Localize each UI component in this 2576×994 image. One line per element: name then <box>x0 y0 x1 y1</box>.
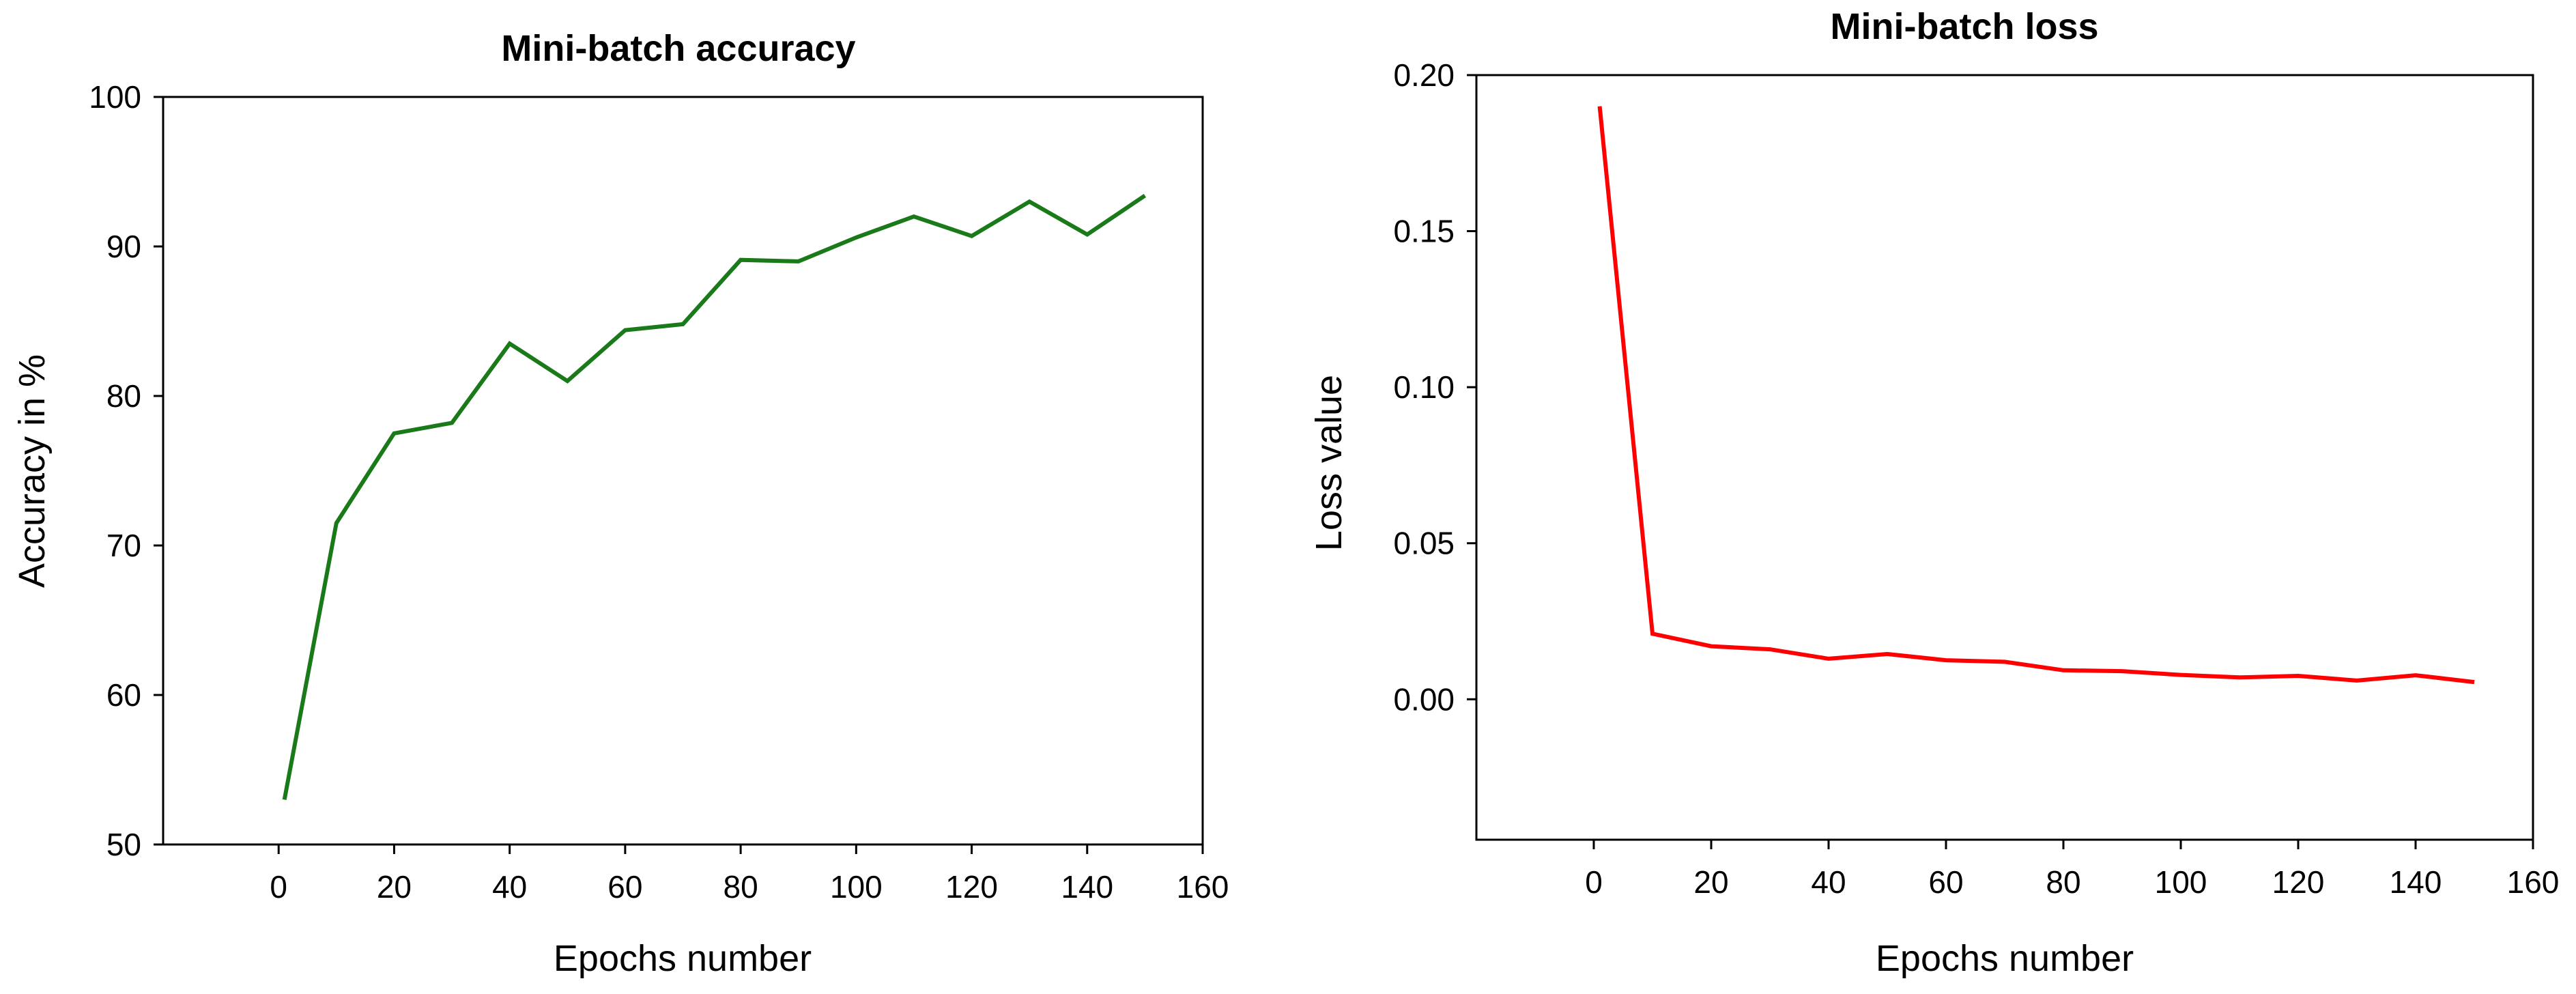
loss-chart-panel: Mini-batch loss 0 20 40 60 80 100 120 140 160 0.0… <box>1308 6 2559 979</box>
chart-title: Mini-batch accuracy <box>501 28 855 69</box>
x-tick-label: 20 <box>377 869 412 905</box>
accuracy-chart-panel: Mini-batch accuracy 0 20 40 60 80 100 120 140 16… <box>12 28 1229 979</box>
chart-title: Mini-batch loss <box>1830 6 2098 47</box>
x-tick-label: 140 <box>1061 869 1113 905</box>
y-tick-label: 0.20 <box>1393 57 1455 93</box>
ticks-group <box>1467 74 2534 849</box>
series-group <box>282 194 1147 800</box>
y-tick-label: 0.05 <box>1393 526 1455 561</box>
series-line <box>1597 106 2475 685</box>
y-tick-label: 70 <box>106 528 141 563</box>
series-group <box>1597 106 2475 685</box>
y-tick-label: 50 <box>106 827 141 862</box>
x-axis-label: Epochs number <box>554 938 812 979</box>
x-axis-label: Epochs number <box>1876 938 2134 979</box>
plot-frame <box>162 96 1204 846</box>
x-tick-label: 140 <box>2390 864 2442 900</box>
x-tick-label: 60 <box>1928 864 1963 900</box>
x-tick-label: 80 <box>2046 864 2080 900</box>
y-tick-label: 0.15 <box>1393 214 1455 249</box>
y-tick-label: 60 <box>106 677 141 713</box>
y-axis-label: Accuracy in % <box>12 354 53 588</box>
x-tick-label: 100 <box>2155 864 2207 900</box>
tick-labels-group: 0 20 40 60 80 100 120 140 160 50 60 70 80 90 100 <box>89 79 1229 905</box>
x-tick-label: 120 <box>2272 864 2325 900</box>
y-tick-label: 0.10 <box>1393 369 1455 405</box>
series-line <box>282 194 1147 800</box>
y-axis-label: Loss value <box>1308 375 1349 551</box>
y-tick-label: 90 <box>106 229 141 264</box>
x-tick-label: 20 <box>1693 864 1728 900</box>
x-tick-label: 120 <box>945 869 998 905</box>
x-tick-label: 60 <box>607 869 642 905</box>
x-tick-label: 40 <box>492 869 527 905</box>
x-tick-label: 0 <box>270 869 287 905</box>
x-tick-label: 160 <box>2507 864 2560 900</box>
tick-labels-group: 0 20 40 60 80 100 120 140 160 0.00 0.05 0.10 0.15 0.2… <box>1393 57 2559 900</box>
x-tick-label: 0 <box>1585 864 1603 900</box>
x-tick-label: 80 <box>724 869 758 905</box>
y-tick-label: 80 <box>106 378 141 414</box>
ticks-group <box>154 96 1204 854</box>
x-tick-label: 40 <box>1811 864 1846 900</box>
y-tick-label: 0.00 <box>1393 681 1455 717</box>
y-tick-label: 100 <box>89 79 141 115</box>
x-tick-label: 100 <box>830 869 883 905</box>
plot-frame <box>1475 74 2534 841</box>
x-tick-label: 160 <box>1177 869 1229 905</box>
